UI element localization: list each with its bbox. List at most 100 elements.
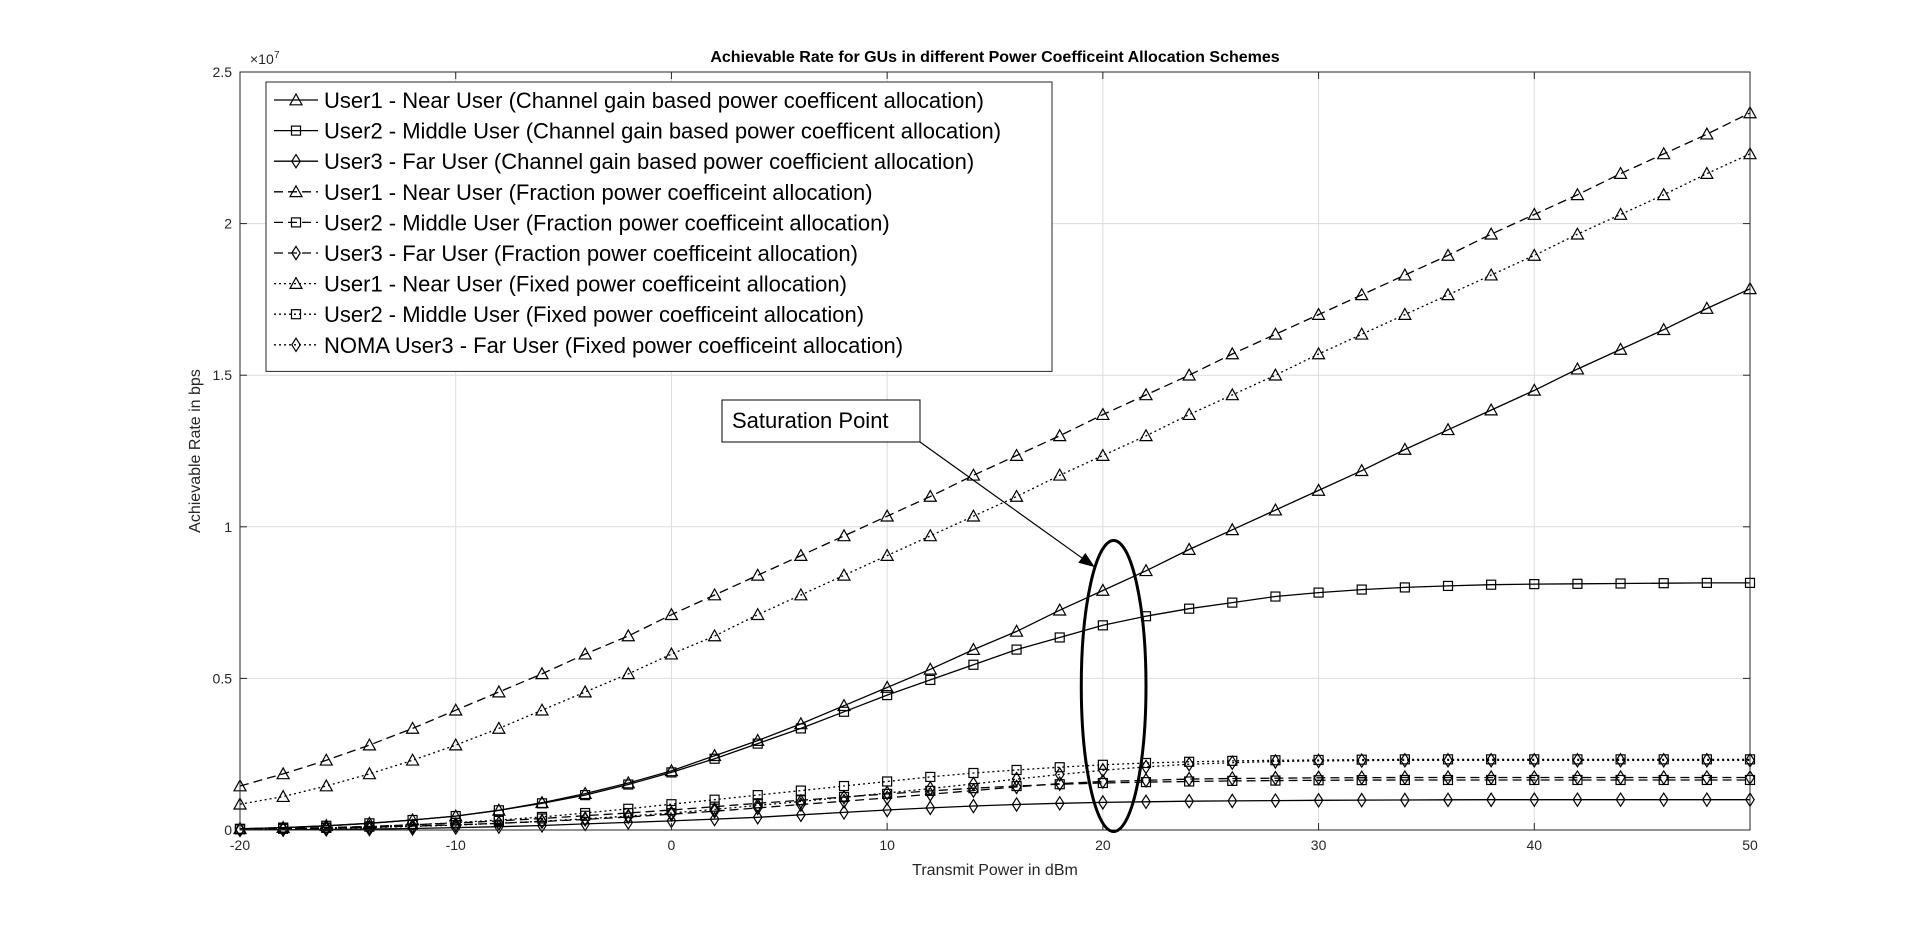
data-point (882, 689, 893, 701)
data-point (1397, 267, 1412, 281)
x-tick-label: -20 (230, 837, 250, 853)
x-tick-label: -10 (446, 837, 466, 853)
data-point (1356, 752, 1367, 769)
data-point (1615, 578, 1626, 589)
y-exponent-power: 7 (274, 50, 280, 61)
data-point (1440, 287, 1456, 301)
data-point (795, 796, 806, 813)
data-point (880, 548, 895, 562)
data-point (1356, 792, 1367, 808)
data-point (1097, 794, 1108, 811)
series-line (239, 112, 1751, 787)
data-point (968, 776, 979, 792)
axes-box (239, 71, 1751, 831)
data-point (1095, 583, 1110, 596)
data-point (1097, 620, 1108, 631)
data-point (1313, 587, 1324, 598)
legend-marker (290, 217, 302, 228)
legend-entry: User3 - Far User (Fraction power coeffic… (274, 241, 858, 266)
data-point (1011, 771, 1022, 787)
legend-label: User1 - Near User (Channel gain based po… (324, 88, 984, 113)
series-line (239, 779, 1750, 830)
data-point (536, 811, 548, 823)
series-line (239, 799, 1750, 831)
data-point (1615, 752, 1626, 768)
data-point (1311, 307, 1326, 320)
data-point (278, 821, 289, 837)
data-point (1054, 775, 1065, 792)
data-point (1440, 248, 1456, 261)
data-point (1658, 769, 1669, 786)
series-7 (232, 146, 1758, 810)
data-point (1658, 578, 1669, 589)
data-point (319, 778, 334, 792)
data-point (1313, 792, 1324, 809)
series-9 (235, 752, 1755, 838)
data-point (1701, 752, 1712, 768)
data-point (1141, 794, 1151, 810)
data-point (795, 793, 806, 810)
data-point (1529, 579, 1540, 590)
data-point (321, 820, 332, 837)
data-point (1184, 793, 1195, 809)
data-point (1270, 591, 1281, 602)
legend-entry: User2 - Middle User (Fraction power coef… (274, 210, 890, 235)
data-point (750, 733, 765, 746)
data-point (1354, 287, 1369, 301)
y-exponent-label: ×10 (250, 51, 274, 67)
data-point (578, 684, 593, 698)
series-8 (234, 754, 1756, 835)
x-tick-label: 30 (1311, 837, 1327, 853)
data-point (750, 607, 765, 621)
data-point (1484, 226, 1499, 240)
data-point (836, 528, 852, 542)
data-point (580, 811, 591, 827)
data-point (923, 662, 938, 675)
data-point (1442, 580, 1454, 592)
data-point (364, 819, 375, 836)
data-point (1011, 779, 1022, 795)
legend-marker (288, 276, 304, 289)
data-point (1699, 126, 1714, 140)
annotation-text: Saturation Point (732, 408, 889, 433)
data-point (923, 489, 938, 502)
data-point (1658, 752, 1669, 768)
data-point (493, 814, 504, 826)
legend-entry: User1 - Near User (Fixed power coefficei… (274, 272, 847, 297)
data-point (1009, 489, 1024, 502)
y-tick-label: 2.5 (213, 64, 233, 80)
axis-ticks: -20 -10 0 10 20 30 40 50 0 0.5 1 1.5 2 2.5 (213, 64, 1758, 853)
annotation-arrow (919, 441, 1096, 568)
data-point (491, 721, 506, 734)
series-line (239, 758, 1750, 831)
data-point (709, 753, 720, 764)
data-point (580, 790, 591, 801)
x-tick-label: 50 (1742, 837, 1758, 853)
data-point (795, 723, 806, 734)
data-point (1527, 383, 1542, 396)
data-point (580, 807, 591, 819)
data-point (750, 568, 765, 581)
data-point (1397, 307, 1412, 320)
data-point (1572, 754, 1583, 765)
data-point (882, 785, 893, 801)
legend-label: User1 - Near User (Fraction power coeffi… (324, 180, 873, 205)
data-point (1095, 448, 1110, 461)
data-point (578, 646, 593, 660)
legend-marker (291, 337, 301, 353)
data-point (1225, 346, 1240, 360)
data-point (1613, 166, 1628, 179)
data-point (838, 706, 850, 717)
data-point (534, 666, 550, 680)
data-point (1699, 166, 1714, 179)
data-point (925, 786, 936, 802)
data-point (1097, 762, 1108, 778)
data-point (1440, 422, 1456, 436)
chart-title: Achievable Rate for GUs in different Pow… (710, 49, 1279, 66)
data-point (1484, 402, 1499, 416)
data-point (1225, 522, 1240, 536)
data-point (880, 680, 895, 693)
data-point (882, 802, 893, 818)
data-point (1397, 442, 1412, 455)
